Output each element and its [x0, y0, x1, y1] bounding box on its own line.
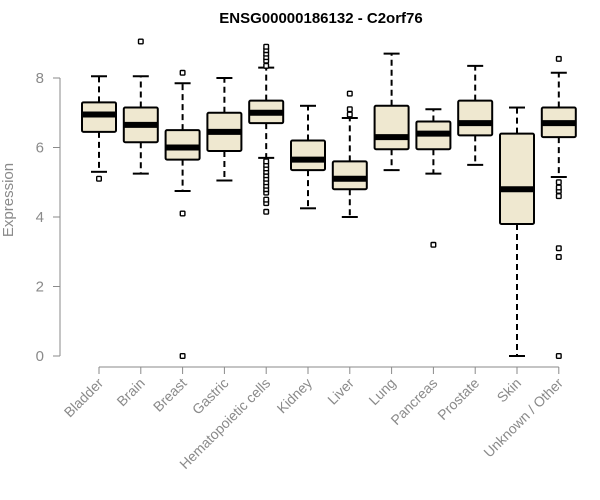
outlier-point — [555, 193, 562, 200]
box-body — [373, 104, 410, 151]
outlier-point — [346, 111, 353, 118]
y-tick-label: 2 — [36, 279, 44, 296]
box-body — [290, 139, 326, 172]
boxes-group — [81, 38, 577, 360]
box-skin — [499, 106, 535, 357]
y-axis-label: Expression — [0, 163, 17, 237]
y-tick-label: 6 — [36, 140, 44, 157]
outlier-point — [263, 196, 270, 203]
x-tick-label-skin: Skin — [494, 375, 525, 406]
outlier-point — [179, 353, 186, 360]
outlier-point — [263, 43, 270, 50]
outlier-point — [137, 38, 144, 45]
box-gastric — [206, 77, 243, 182]
box-bladder — [81, 75, 117, 182]
x-tick-label-unknown-other: Unknown / Other — [480, 375, 566, 461]
chart-title: ENSG00000186132 - C2orf76 — [219, 10, 422, 27]
box-body — [499, 132, 535, 225]
outlier-point — [263, 62, 270, 69]
x-tick-label-lung: Lung — [365, 375, 398, 408]
outlier-point — [179, 69, 186, 76]
x-tick-label-liver: Liver — [324, 375, 357, 408]
y-tick-label: 0 — [36, 348, 44, 365]
y-axis: 0 2 4 6 8 — [36, 70, 61, 365]
box-body — [457, 99, 494, 137]
x-tick-label-kidney: Kidney — [274, 375, 316, 417]
box-liver — [331, 90, 368, 218]
box-prostate — [457, 64, 494, 166]
y-tick-label: 4 — [36, 209, 44, 226]
outlier-point — [346, 90, 353, 97]
outlier-point — [555, 55, 562, 62]
outlier-point — [263, 158, 270, 165]
box-body — [331, 160, 368, 191]
box-pancreas — [415, 108, 452, 248]
outlier-point — [555, 253, 562, 260]
x-tick-label-breast: Breast — [150, 375, 190, 415]
outlier-point — [346, 106, 353, 113]
box-unknown-other — [540, 55, 577, 360]
box-hematopoietic-cells — [248, 43, 285, 215]
box-lung — [373, 52, 410, 172]
y-tick-label: 8 — [36, 70, 44, 87]
outlier-point — [555, 179, 562, 186]
outlier-point — [555, 245, 562, 252]
outlier-point — [179, 210, 186, 217]
x-tick-label-prostate: Prostate — [434, 375, 482, 423]
outlier-point — [555, 353, 562, 360]
box-breast — [164, 69, 201, 360]
x-tick-label-brain: Brain — [113, 375, 147, 409]
outlier-point — [430, 241, 437, 248]
outlier-point — [555, 184, 562, 191]
box-kidney — [290, 104, 326, 210]
outlier-point — [263, 208, 270, 215]
x-tick-label-bladder: Bladder — [61, 375, 107, 421]
box-brain — [122, 38, 159, 175]
outlier-point — [95, 175, 102, 182]
